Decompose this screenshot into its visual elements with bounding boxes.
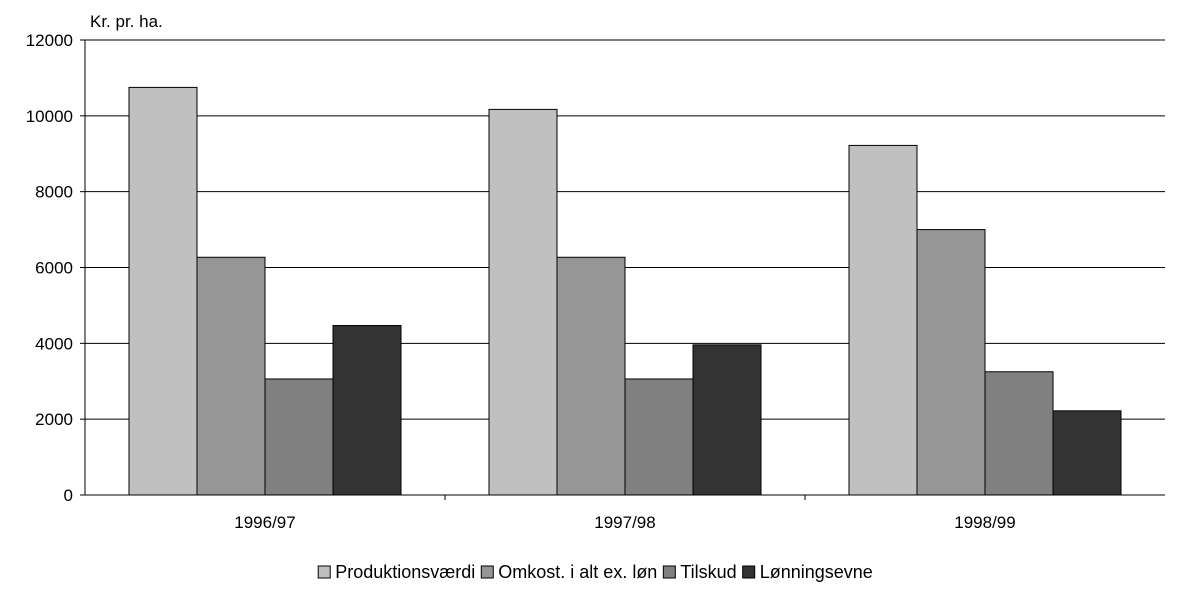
y-tick-label: 2000: [35, 410, 73, 429]
legend-swatch: [742, 565, 756, 579]
x-tick-label: 1997/98: [594, 513, 655, 532]
bar: [128, 86, 198, 496]
bar: [196, 256, 266, 496]
bar: [692, 344, 762, 496]
x-tick-label: 1996/97: [234, 513, 295, 532]
bar: [556, 256, 626, 496]
y-tick-label: 12000: [26, 31, 73, 50]
bar: [1052, 410, 1122, 496]
legend-swatch: [662, 565, 676, 579]
bar: [488, 108, 558, 496]
bar: [264, 378, 334, 496]
y-axis-label: Kr. pr. ha.: [90, 12, 163, 31]
legend-label: Tilskud: [680, 562, 736, 582]
axes: [84, 40, 1165, 500]
bar: [984, 371, 1054, 496]
y-tick-label: 4000: [35, 334, 73, 353]
y-tick-labels: 0 2000 4000 6000 8000 10000 12000: [26, 31, 73, 505]
bar: [332, 325, 402, 496]
legend-label: Lønningsevne: [760, 562, 873, 582]
legend-swatch: [480, 565, 494, 579]
x-tick-labels: 1996/97 1997/98 1998/99: [234, 513, 1015, 532]
legend-label: Produktionsværdi: [335, 562, 475, 582]
x-tick-label: 1998/99: [954, 513, 1015, 532]
legend: Produktionsværdi Omkost. i alt ex. løn Til…: [317, 562, 873, 582]
bar: [624, 378, 694, 496]
y-tick-label: 8000: [35, 183, 73, 202]
y-tick-label: 6000: [35, 259, 73, 278]
legend-swatch: [317, 565, 331, 579]
bar: [848, 144, 918, 496]
y-tick-label: 10000: [26, 107, 73, 126]
bar: [916, 229, 986, 496]
legend-label: Omkost. i alt ex. løn: [498, 562, 657, 582]
y-tick-label: 0: [64, 486, 73, 505]
bars-group: [128, 86, 1122, 496]
